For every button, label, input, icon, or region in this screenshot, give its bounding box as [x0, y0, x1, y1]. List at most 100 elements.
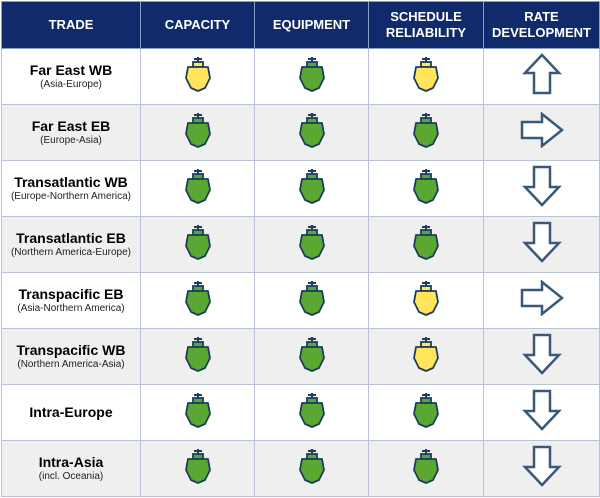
rate-cell [483, 216, 600, 273]
equipment-cell [254, 48, 369, 105]
rate-cell [483, 48, 600, 105]
arrow-down-icon [521, 165, 562, 212]
green-ship-icon [412, 392, 440, 433]
schedule-cell [368, 440, 484, 497]
yellow-ship-icon [412, 56, 440, 97]
trade-subtitle: (incl. Oceania) [38, 471, 104, 482]
arrow-right-icon [520, 111, 564, 153]
capacity-cell [140, 48, 255, 105]
green-ship-icon [184, 224, 212, 265]
header-capacity: CAPACITY [140, 1, 255, 49]
yellow-ship-icon [412, 280, 440, 321]
table-row: Transpacific EB (Asia-Northern America) [1, 272, 600, 329]
green-ship-icon [298, 168, 326, 209]
schedule-cell [368, 272, 484, 329]
schedule-cell [368, 104, 484, 161]
equipment-cell [254, 160, 369, 217]
green-ship-icon [298, 224, 326, 265]
trade-subtitle: (Northern America-Europe) [10, 247, 132, 258]
arrow-down-icon [521, 445, 562, 492]
green-ship-icon [298, 280, 326, 321]
rate-cell [483, 104, 600, 161]
equipment-cell [254, 272, 369, 329]
green-ship-icon [184, 448, 212, 489]
trade-name: Intra-Europe [29, 404, 113, 420]
green-ship-icon [412, 112, 440, 153]
arrow-down-icon [521, 389, 562, 436]
header-equipment: EQUIPMENT [254, 1, 369, 49]
trade-subtitle: (Asia-Northern America) [17, 303, 125, 314]
trade-name: Transatlantic WB [14, 174, 128, 190]
capacity-cell [140, 384, 255, 441]
equipment-cell [254, 216, 369, 273]
header-row: TRADE CAPACITY EQUIPMENT SCHEDULE RELIAB… [1, 1, 600, 49]
table-row: Far East WB (Asia-Europe) [1, 48, 600, 105]
trade-subtitle: (Asia-Europe) [40, 79, 102, 90]
arrow-down-icon [521, 221, 562, 268]
equipment-cell [254, 384, 369, 441]
table-row: Far East EB (Europe-Asia) [1, 104, 600, 161]
rate-cell [483, 384, 600, 441]
schedule-cell [368, 216, 484, 273]
trade-name: Intra-Asia [38, 454, 104, 470]
header-trade: TRADE [1, 1, 141, 49]
header-schedule-line1: SCHEDULE [390, 9, 462, 24]
green-ship-icon [412, 224, 440, 265]
yellow-ship-icon [184, 56, 212, 97]
green-ship-icon [298, 448, 326, 489]
trade-name: Far East EB [31, 118, 111, 134]
arrow-right-icon [520, 279, 564, 321]
trade-cell: Far East EB (Europe-Asia) [1, 104, 141, 161]
trade-cell: Far East WB (Asia-Europe) [1, 48, 141, 105]
trade-name: Transpacific EB [18, 286, 124, 302]
rate-cell [483, 272, 600, 329]
capacity-cell [140, 328, 255, 385]
table-row: Intra-Asia (incl. Oceania) [1, 440, 600, 497]
green-ship-icon [184, 168, 212, 209]
table-row: Transpacific WB (Northern America-Asia) [1, 328, 600, 385]
trade-name: Far East WB [29, 62, 113, 78]
trade-cell: Transatlantic EB (Northern America-Europe… [1, 216, 141, 273]
equipment-cell [254, 440, 369, 497]
trade-cell: Intra-Asia (incl. Oceania) [1, 440, 141, 497]
green-ship-icon [298, 56, 326, 97]
arrow-up-icon [521, 53, 562, 100]
capacity-cell [140, 160, 255, 217]
header-rate-line1: RATE [524, 9, 559, 24]
trade-cell: Transpacific EB (Asia-Northern America) [1, 272, 141, 329]
green-ship-icon [184, 392, 212, 433]
rate-cell [483, 440, 600, 497]
capacity-cell [140, 272, 255, 329]
trade-subtitle: (Europe-Asia) [40, 135, 102, 146]
capacity-cell [140, 440, 255, 497]
trade-subtitle: (Europe-Northern America) [10, 191, 132, 202]
equipment-cell [254, 104, 369, 161]
schedule-cell [368, 328, 484, 385]
table-row: Transatlantic WB (Europe-Northern America… [1, 160, 600, 217]
capacity-cell [140, 216, 255, 273]
schedule-cell [368, 48, 484, 105]
trade-name: Transatlantic EB [16, 230, 126, 246]
rate-cell [483, 328, 600, 385]
header-schedule-reliability: SCHEDULE RELIABILITY [368, 1, 484, 49]
yellow-ship-icon [412, 336, 440, 377]
green-ship-icon [184, 280, 212, 321]
green-ship-icon [298, 112, 326, 153]
trade-subtitle: (Northern America-Asia) [17, 359, 125, 370]
schedule-cell [368, 384, 484, 441]
green-ship-icon [412, 168, 440, 209]
trade-cell: Intra-Europe [1, 384, 141, 441]
arrow-down-icon [521, 333, 562, 380]
green-ship-icon [298, 336, 326, 377]
header-rate-line2: DEVELOPMENT [492, 25, 591, 40]
trade-name: Transpacific WB [16, 342, 126, 358]
header-schedule-line2: RELIABILITY [385, 25, 467, 40]
trade-cell: Transpacific WB (Northern America-Asia) [1, 328, 141, 385]
schedule-cell [368, 160, 484, 217]
trade-cell: Transatlantic WB (Europe-Northern America… [1, 160, 141, 217]
table-row: Intra-Europe [1, 384, 600, 441]
capacity-cell [140, 104, 255, 161]
green-ship-icon [298, 392, 326, 433]
green-ship-icon [184, 336, 212, 377]
